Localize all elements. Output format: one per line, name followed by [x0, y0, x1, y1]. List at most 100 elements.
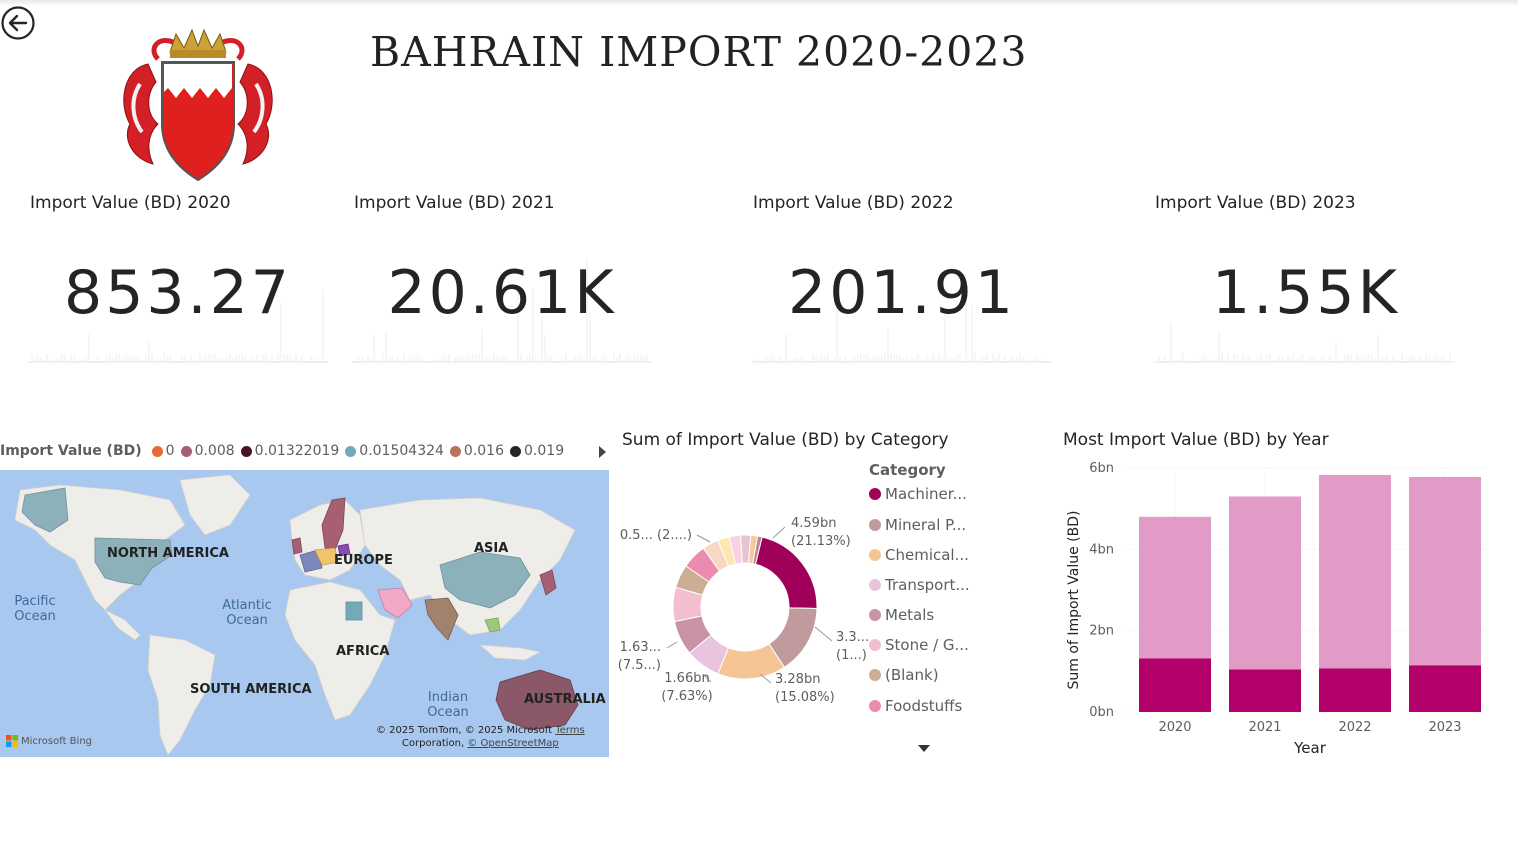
legend-dot-icon — [869, 669, 881, 681]
stacked-bar-chart[interactable]: 0bn 2bn 4bn 6bn 2020 2021 2022 2023 Year Sum of I… — [1060, 455, 1510, 765]
donut-leader-line — [666, 641, 678, 649]
category-legend-item[interactable]: Machiner... — [869, 485, 967, 503]
x-tick-label: 2022 — [1338, 720, 1371, 735]
category-legend-item[interactable]: Foodstuffs — [869, 697, 962, 715]
bing-label: Microsoft Bing — [21, 735, 93, 747]
kpi-sparkline-2021 — [352, 258, 652, 363]
donut-data-label: 3.28bn — [775, 672, 820, 687]
bar-segment[interactable] — [1409, 665, 1481, 712]
legend-dot-icon — [869, 609, 881, 621]
donut-chart-title: Sum of Import Value (BD) by Category — [622, 430, 949, 450]
category-legend-item[interactable]: Chemical... — [869, 546, 969, 564]
kpi-label-2022: Import Value (BD) 2022 — [753, 193, 954, 213]
legend-dot-icon — [869, 549, 881, 561]
legend-scroll-down-icon[interactable] — [918, 745, 930, 752]
map-label-south-america: SOUTH AMERICA — [190, 682, 312, 697]
bar-segment[interactable] — [1139, 516, 1211, 659]
y-tick-label: 6bn — [1089, 461, 1114, 476]
back-arrow-icon[interactable] — [0, 5, 36, 41]
bar-segment[interactable] — [1229, 496, 1301, 670]
donut-data-label: (1...) — [836, 648, 867, 663]
donut-leader-line — [814, 626, 833, 642]
donut-data-label: (7.5...) — [618, 658, 661, 673]
donut-data-label: 1.66bn — [664, 671, 709, 686]
category-legend-label: Transport... — [885, 576, 970, 594]
donut-data-label: 4.59bn — [791, 516, 836, 531]
x-tick-label: 2023 — [1428, 720, 1461, 735]
donut-leader-line — [696, 534, 711, 543]
category-legend-label: Foodstuffs — [885, 697, 963, 715]
category-legend-label: Machiner... — [885, 485, 967, 503]
map-legend-item: 0.01322019 — [240, 443, 340, 459]
legend-scroll-right-icon[interactable] — [599, 446, 606, 458]
microsoft-logo-icon — [6, 735, 18, 747]
map-legend: Import Value (BD) 0 0.008 0.01322019 0.0… — [0, 443, 570, 459]
attribution-corp: Corporation, — [401, 738, 465, 749]
category-legend-item[interactable]: Stone / G... — [869, 636, 969, 654]
world-map[interactable] — [0, 470, 609, 757]
bar-segment[interactable] — [1139, 658, 1211, 712]
category-legend-label: Stone / G... — [885, 636, 969, 654]
kpi-sparkline-2023 — [1155, 322, 1455, 363]
donut-chart[interactable]: 4.59bn (21.13%) 3.3... (1...) 3.28bn (15.08%)… — [615, 490, 875, 720]
map-attribution: © 2025 TomTom, © 2025 Microsoft Terms Co… — [376, 724, 585, 750]
bar-segment[interactable] — [1229, 669, 1301, 712]
terms-link[interactable]: Terms — [555, 725, 585, 736]
donut-slice[interactable] — [752, 535, 763, 565]
category-legend-item[interactable]: (Blank) — [869, 666, 939, 684]
osm-link[interactable]: © OpenStreetMap — [467, 738, 559, 749]
category-legend-label: Mineral P... — [885, 516, 967, 534]
map-legend-item: 0.01504324 — [345, 443, 444, 459]
map-label-asia: ASIA — [474, 541, 509, 556]
bing-attribution: Microsoft Bing — [6, 735, 92, 747]
category-legend-label: Metals — [885, 606, 935, 624]
kpi-label-2020: Import Value (BD) 2020 — [30, 193, 231, 213]
donut-leader-line — [759, 673, 772, 684]
map-legend-label: 0.01322019 — [254, 443, 340, 459]
kpi-label-2023: Import Value (BD) 2023 — [1155, 193, 1356, 213]
legend-dot-icon — [449, 445, 461, 457]
bar-segment[interactable] — [1319, 474, 1391, 669]
map-legend-label: 0.016 — [463, 443, 505, 459]
map-legend-label: 0.01504324 — [359, 443, 444, 459]
donut-data-label: 3.3... — [836, 630, 869, 645]
donut-data-label: 1.63... — [620, 640, 661, 655]
y-axis-title: Sum of Import Value (BD) — [1066, 511, 1082, 690]
map-legend-label: 0 — [165, 443, 175, 459]
legend-dot-icon — [869, 700, 881, 712]
top-shadow — [0, 0, 1518, 6]
kpi-sparkline-2022 — [752, 281, 1052, 363]
y-tick-label: 4bn — [1089, 542, 1114, 557]
category-legend-label: (Blank) — [885, 666, 939, 684]
kpi-value-2020: 853.27 — [64, 258, 292, 328]
map-label-north-america: NORTH AMERICA — [107, 546, 229, 561]
legend-dot-icon — [869, 639, 881, 651]
map-legend-label: 0.019 — [524, 443, 565, 459]
kpi-label-2021: Import Value (BD) 2021 — [354, 193, 555, 213]
x-tick-label: 2020 — [1158, 720, 1191, 735]
legend-dot-icon — [869, 519, 881, 531]
map-label-australia: AUSTRALIA — [524, 692, 606, 707]
map-legend-title: Import Value (BD) — [0, 443, 142, 459]
page-title: BAHRAIN IMPORT 2020-2023 — [370, 28, 1028, 76]
map-label-pacific-ocean: Pacific Ocean — [14, 594, 56, 624]
legend-dot-icon — [240, 445, 252, 457]
category-legend-title: Category — [869, 461, 946, 479]
donut-leader-line — [772, 526, 786, 539]
bar-segment[interactable] — [1319, 668, 1391, 712]
map-legend-item: 0.019 — [510, 443, 564, 459]
map-legend-item: 0.016 — [449, 443, 505, 459]
category-legend-item[interactable]: Transport... — [869, 576, 970, 594]
x-axis-title: Year — [1293, 739, 1327, 757]
kpi-sparkline-2020 — [28, 289, 328, 363]
bar-chart-title: Most Import Value (BD) by Year — [1063, 430, 1329, 450]
category-legend-item[interactable]: Metals — [869, 606, 934, 624]
map-label-atlantic-ocean: Atlantic Ocean — [222, 598, 272, 628]
attribution-text: © 2025 TomTom, © 2025 Microsoft — [376, 725, 553, 736]
donut-data-label: (7.63%) — [661, 689, 712, 704]
bar-segment[interactable] — [1409, 476, 1481, 666]
category-legend-item[interactable]: Mineral P... — [869, 516, 966, 534]
donut-leader-line — [702, 673, 712, 683]
kpi-value-2022: 201.91 — [788, 258, 1016, 328]
map-legend-label: 0.008 — [194, 443, 235, 459]
